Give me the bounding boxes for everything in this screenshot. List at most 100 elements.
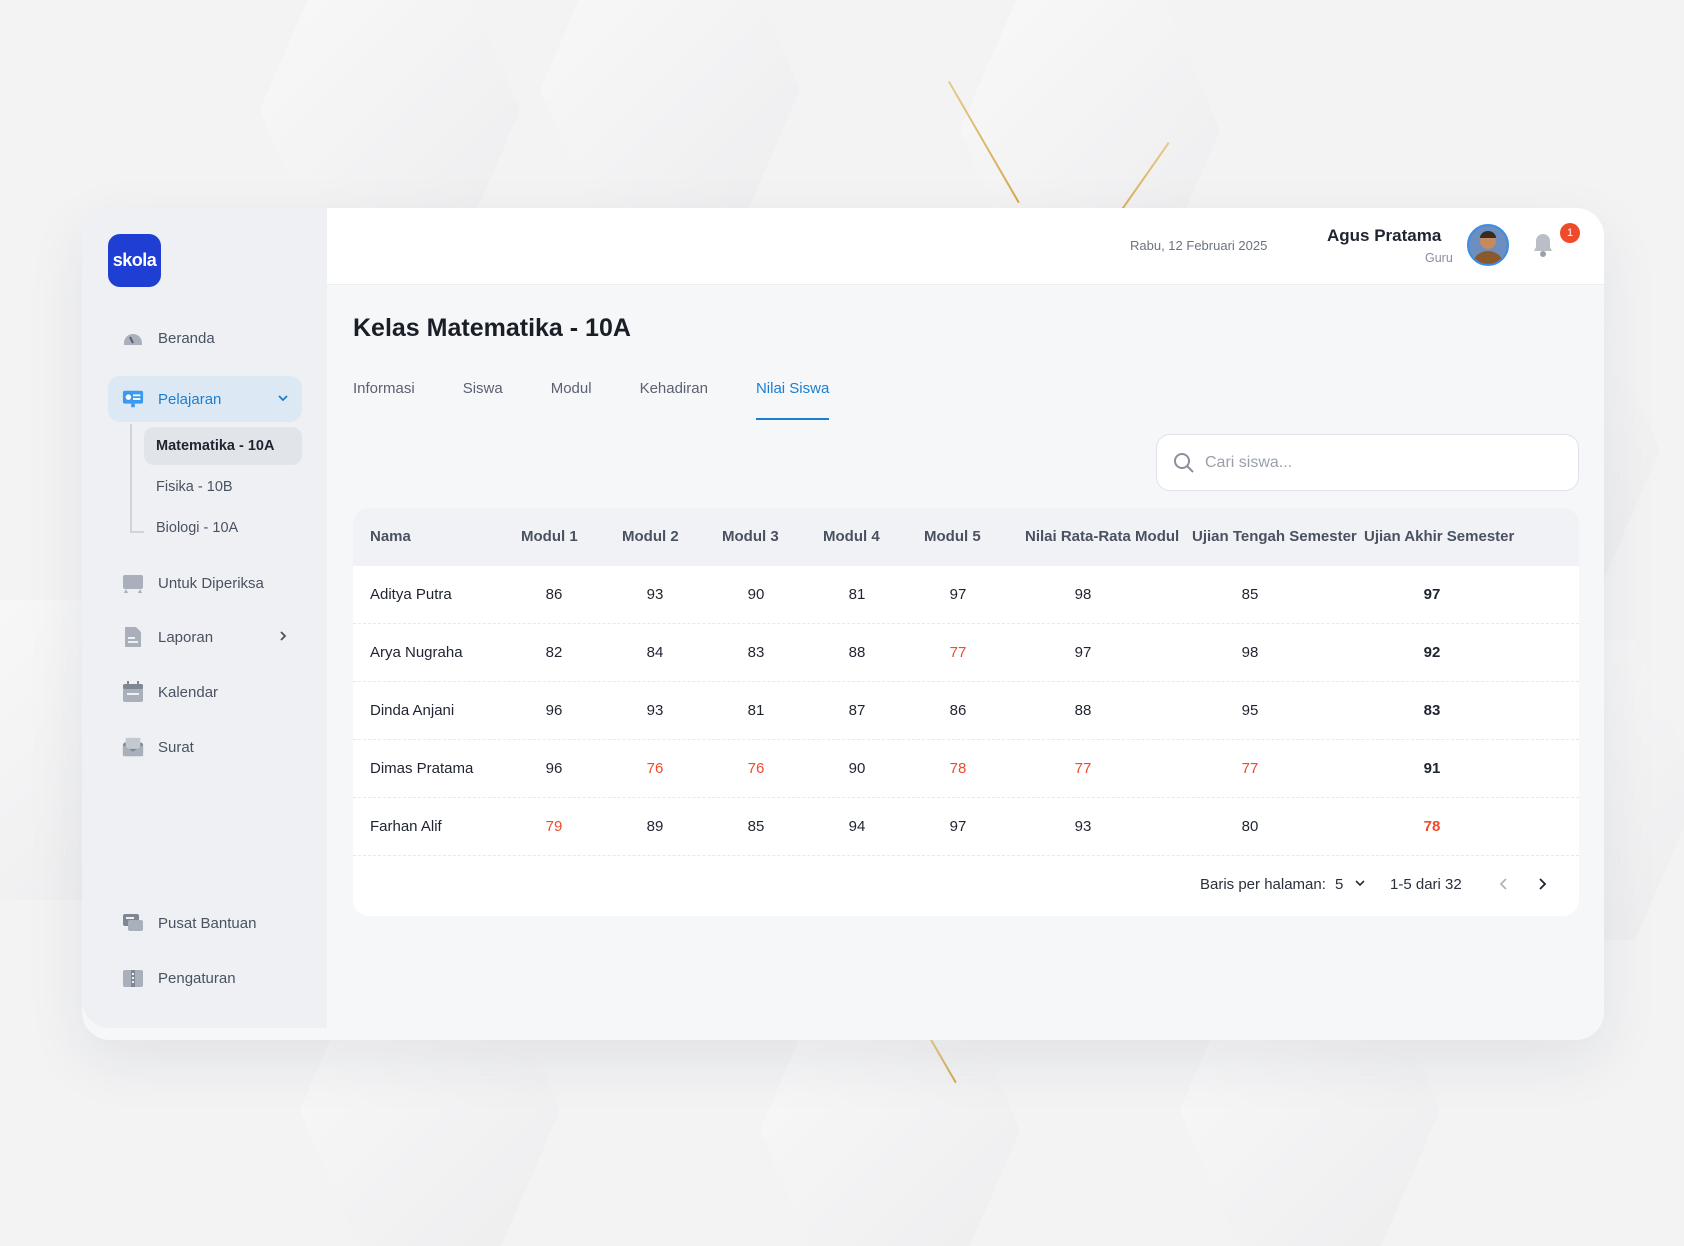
dashboard-icon — [122, 327, 144, 349]
sidebar-item-pengaturan[interactable]: Pengaturan — [108, 955, 302, 1001]
sidebar-item-pelajaran[interactable]: Pelajaran — [108, 376, 302, 422]
sidebar-item-beranda[interactable]: Beranda — [108, 315, 302, 361]
score-cell: 95 — [1241, 702, 1259, 719]
score-cell: 79 — [545, 818, 563, 835]
sidebar-item-label: Pelajaran — [158, 390, 222, 408]
tab-modul[interactable]: Modul — [550, 380, 592, 397]
review-icon — [122, 572, 144, 594]
score-cell: 78 — [949, 760, 967, 777]
sidebar-item-label: Beranda — [158, 329, 215, 347]
rows-per-page-select[interactable]: 5 — [1335, 876, 1366, 893]
avatar[interactable] — [1467, 224, 1509, 266]
report-icon — [122, 626, 144, 648]
sidebar-subitem-biologi[interactable]: Biologi - 10A — [144, 509, 238, 547]
column-header[interactable]: Modul 1 — [521, 528, 578, 545]
sidebar-item-label: Pengaturan — [158, 969, 236, 987]
score-cell: 78 — [1423, 818, 1441, 835]
table-row[interactable]: Farhan Alif 79 89 85 94 97 93 80 78 — [353, 798, 1579, 856]
column-header[interactable]: Ujian Akhir Semester — [1364, 528, 1515, 545]
tab-informasi[interactable]: Informasi — [353, 380, 415, 397]
sidebar-item-laporan[interactable]: Laporan — [108, 614, 302, 660]
rows-per-page-value: 5 — [1335, 876, 1344, 893]
user-name: Agus Pratama — [1327, 226, 1442, 245]
student-name: Dimas Pratama — [370, 760, 474, 777]
score-cell: 93 — [646, 586, 664, 603]
student-name: Aditya Putra — [370, 586, 452, 603]
score-cell: 81 — [747, 702, 765, 719]
sidebar-subitem-label: Matematika - 10A — [156, 438, 275, 454]
chevron-right-icon — [280, 631, 287, 641]
score-cell: 98 — [1074, 586, 1092, 603]
table-row[interactable]: Dimas Pratama 96 76 76 90 78 77 77 91 — [353, 740, 1579, 798]
rows-per-page-label: Baris per halaman: — [1200, 876, 1326, 893]
sidebar-item-pusat-bantuan[interactable]: Pusat Bantuan — [108, 900, 302, 946]
score-cell: 97 — [949, 586, 967, 603]
search-input[interactable] — [1205, 453, 1545, 472]
score-cell: 83 — [1423, 702, 1441, 719]
score-cell: 93 — [646, 702, 664, 719]
app-logo[interactable]: skola — [108, 234, 161, 287]
table-row[interactable]: Arya Nugraha 82 84 83 88 77 97 98 92 — [353, 624, 1579, 682]
lesson-icon — [122, 388, 144, 410]
calendar-icon — [122, 681, 144, 703]
score-cell: 96 — [545, 702, 563, 719]
settings-icon — [122, 967, 144, 989]
column-header[interactable]: Modul 2 — [622, 528, 679, 545]
score-cell: 97 — [1423, 586, 1441, 603]
table-row[interactable]: Dinda Anjani 96 93 81 87 86 88 95 83 — [353, 682, 1579, 740]
submenu-branch — [130, 531, 144, 533]
score-cell: 90 — [848, 760, 866, 777]
score-cell: 92 — [1423, 644, 1441, 661]
next-page-button[interactable] — [1533, 874, 1551, 894]
score-cell: 91 — [1423, 760, 1441, 777]
sidebar-item-kalendar[interactable]: Kalendar — [108, 669, 302, 715]
sidebar-item-label: Pusat Bantuan — [158, 914, 257, 932]
score-cell: 96 — [545, 760, 563, 777]
column-header[interactable]: Modul 5 — [924, 528, 981, 545]
column-header[interactable]: Ujian Tengah Semester — [1192, 528, 1357, 545]
chevron-left-icon — [1499, 878, 1507, 890]
submenu-tree-line — [130, 424, 132, 532]
current-date: Rabu, 12 Februari 2025 — [1130, 238, 1268, 253]
student-name: Farhan Alif — [370, 818, 442, 835]
sidebar-item-untuk-diperiksa[interactable]: Untuk Diperiksa — [108, 560, 302, 606]
tab-kehadiran[interactable]: Kehadiran — [639, 380, 708, 397]
score-cell: 85 — [1241, 586, 1259, 603]
sidebar: skola Beranda Pelajaran Matematika - 10A… — [82, 208, 327, 1028]
prev-page-button[interactable] — [1495, 874, 1513, 894]
sidebar-item-label: Untuk Diperiksa — [158, 574, 264, 592]
sidebar-subitem-label: Biologi - 10A — [156, 520, 239, 536]
column-header[interactable]: Modul 3 — [722, 528, 779, 545]
score-cell: 97 — [949, 818, 967, 835]
score-cell: 76 — [747, 760, 765, 777]
sidebar-item-label: Laporan — [158, 628, 214, 646]
sidebar-subitem-matematika[interactable]: Matematika - 10A — [144, 427, 302, 465]
tab-nilai-siswa[interactable]: Nilai Siswa — [755, 380, 830, 420]
bell-icon[interactable] — [1531, 232, 1555, 258]
student-name: Arya Nugraha — [370, 644, 463, 661]
score-cell: 83 — [747, 644, 765, 661]
tab-siswa[interactable]: Siswa — [462, 380, 503, 397]
table-row[interactable]: Aditya Putra 86 93 90 81 97 98 85 97 — [353, 566, 1579, 624]
score-cell: 77 — [949, 644, 967, 661]
score-cell: 98 — [1241, 644, 1259, 661]
search-box — [1156, 434, 1579, 491]
score-cell: 81 — [848, 586, 866, 603]
column-header[interactable]: Nama — [370, 528, 411, 545]
app-window: skola Beranda Pelajaran Matematika - 10A… — [82, 208, 1604, 1040]
score-cell: 77 — [1241, 760, 1259, 777]
sidebar-item-surat[interactable]: Surat — [108, 724, 302, 770]
score-cell: 76 — [646, 760, 664, 777]
score-cell: 86 — [545, 586, 563, 603]
score-cell: 86 — [949, 702, 967, 719]
sidebar-subitem-fisika[interactable]: Fisika - 10B — [144, 468, 233, 506]
pagination-range: 1-5 dari 32 — [1390, 876, 1462, 893]
score-cell: 85 — [747, 818, 765, 835]
chevron-down-icon — [1354, 880, 1365, 887]
top-bar: Rabu, 12 Februari 2025 Agus Pratama Guru… — [327, 208, 1604, 285]
search-icon — [1174, 452, 1194, 473]
student-name: Dinda Anjani — [370, 702, 455, 719]
column-header[interactable]: Nilai Rata-Rata Modul — [1025, 528, 1180, 545]
column-header[interactable]: Modul 4 — [823, 528, 880, 545]
sidebar-item-label: Surat — [158, 738, 194, 756]
